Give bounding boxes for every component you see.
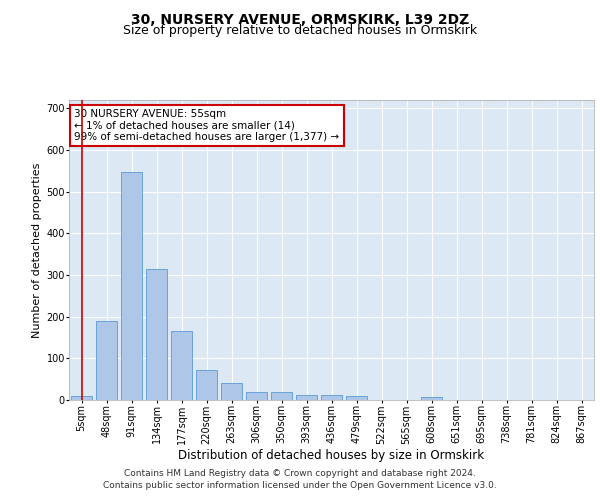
Bar [121,172,142,400]
Bar [271,392,292,400]
Bar [171,331,192,400]
Bar [346,396,367,400]
Text: Contains HM Land Registry data © Crown copyright and database right 2024.: Contains HM Land Registry data © Crown c… [124,468,476,477]
Bar [296,395,317,400]
Bar [71,396,92,400]
Bar [321,394,342,400]
Text: Contains public sector information licensed under the Open Government Licence v3: Contains public sector information licen… [103,481,497,490]
Bar [221,382,242,400]
Bar [196,370,217,400]
Text: 30 NURSERY AVENUE: 55sqm
← 1% of detached houses are smaller (14)
99% of semi-de: 30 NURSERY AVENUE: 55sqm ← 1% of detache… [74,109,340,142]
Text: 30, NURSERY AVENUE, ORMSKIRK, L39 2DZ: 30, NURSERY AVENUE, ORMSKIRK, L39 2DZ [131,12,469,26]
X-axis label: Distribution of detached houses by size in Ormskirk: Distribution of detached houses by size … [178,449,485,462]
Bar [246,392,267,400]
Bar [421,397,442,400]
Bar [96,321,117,400]
Bar [146,269,167,400]
Text: Size of property relative to detached houses in Ormskirk: Size of property relative to detached ho… [123,24,477,37]
Y-axis label: Number of detached properties: Number of detached properties [32,162,42,338]
